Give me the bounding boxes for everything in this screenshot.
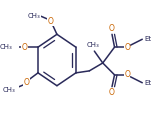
Text: O: O (109, 24, 115, 33)
Text: O: O (109, 88, 115, 97)
Text: O: O (47, 17, 53, 26)
Text: CH₃: CH₃ (86, 42, 99, 48)
Text: Et: Et (144, 80, 151, 86)
Text: O: O (22, 43, 28, 52)
Text: CH₃: CH₃ (28, 13, 41, 19)
Text: CH₃: CH₃ (0, 44, 12, 50)
Text: O: O (124, 43, 130, 52)
Text: O: O (124, 70, 130, 79)
Text: O: O (23, 78, 29, 87)
Text: CH₃: CH₃ (3, 87, 16, 93)
Text: Et: Et (144, 36, 151, 42)
